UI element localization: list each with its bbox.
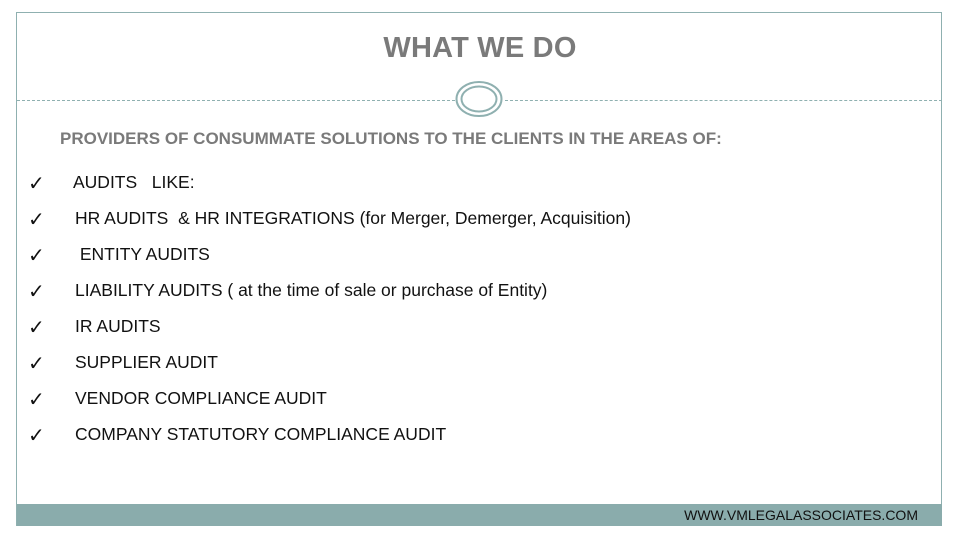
list-item-text: SUPPLIER AUDIT [75, 352, 218, 372]
footer-website: WWW.VMLEGALASSOCIATES.COM [684, 507, 918, 523]
checkmark-icon: ✓ [28, 423, 45, 447]
list-item-text: COMPANY STATUTORY COMPLIANCE AUDIT [75, 424, 447, 444]
slide-title: WHAT WE DO [383, 32, 577, 64]
checkmark-icon: ✓ [28, 315, 45, 339]
list-item-text: VENDOR COMPLIANCE AUDIT [75, 388, 327, 408]
checkmark-icon: ✓ [28, 243, 45, 267]
slide-subtitle: PROVIDERS OF CONSUMMATE SOLUTIONS TO THE… [60, 129, 722, 148]
divider-left [17, 100, 455, 101]
list-item-text: LIABILITY AUDITS ( at the time of sale o… [75, 280, 548, 300]
checkmark-icon: ✓ [28, 171, 45, 195]
footer-bar: WWW.VMLEGALASSOCIATES.COM [17, 504, 942, 526]
list-item-text: IR AUDITS [75, 316, 161, 336]
list-item-text: HR AUDITS & HR INTEGRATIONS (for Merger,… [75, 208, 631, 228]
divider-right [505, 100, 942, 101]
checkmark-icon: ✓ [28, 207, 45, 231]
list-item-text: AUDITS LIKE: [73, 172, 195, 192]
checkmark-icon: ✓ [28, 387, 45, 411]
checkmark-icon: ✓ [28, 279, 45, 303]
checkmark-icon: ✓ [28, 351, 45, 375]
list-item-text: ENTITY AUDITS [75, 244, 210, 264]
oval-ornament-icon [455, 81, 503, 117]
